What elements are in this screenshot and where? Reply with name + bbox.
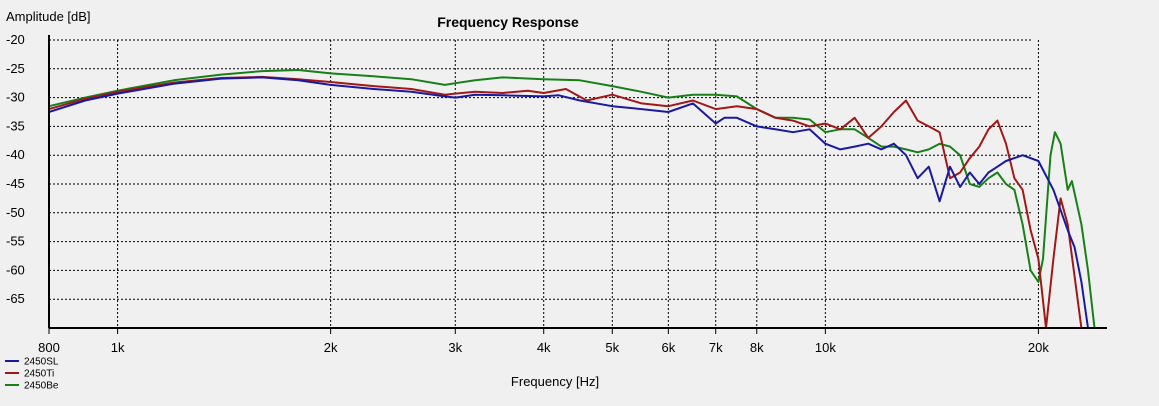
data-series	[48, 69, 1096, 329]
x-tick-label: 4k	[537, 340, 551, 355]
x-tick-label: 2k	[324, 340, 338, 355]
y-axis-label: Amplitude [dB]	[6, 9, 91, 24]
x-tick-label: 20k	[1028, 340, 1049, 355]
series-line-2450SL	[48, 76, 1089, 329]
x-tick-label: 5k	[605, 340, 619, 355]
y-tick-label: -35	[6, 118, 25, 133]
legend-label-2450Be: 2450Be	[24, 381, 59, 392]
y-tick-label: -65	[6, 291, 25, 306]
y-tick-labels: -20 -25 -30 -35 -40 -45 -50 -55 -60 -65	[6, 32, 25, 306]
y-tick-label: -25	[6, 61, 25, 76]
x-tick-label: 1k	[111, 340, 125, 355]
x-tick-labels: 800 1k 2k 3k 4k 5k 6k 7k 8k 10k 20k	[38, 340, 1049, 355]
x-tick-label: 8k	[750, 340, 764, 355]
legend-label-2450SL: 2450SL	[24, 357, 59, 368]
x-tick-label: 800	[38, 340, 60, 355]
y-tick-label: -45	[6, 176, 25, 191]
series-line-2450Be	[48, 69, 1096, 329]
legend-label-2450Ti: 2450Ti	[24, 369, 54, 380]
chart-title: Frequency Response	[437, 14, 579, 30]
x-tick-label: 6k	[661, 340, 675, 355]
y-tick-label: -20	[6, 32, 25, 47]
y-tick-label: -60	[6, 262, 25, 277]
axes	[48, 35, 1107, 334]
x-tick-label: 3k	[448, 340, 462, 355]
y-tick-label: -50	[6, 205, 25, 220]
y-tick-label: -55	[6, 234, 25, 249]
y-tick-label: -40	[6, 147, 25, 162]
x-axis-label: Frequency [Hz]	[511, 374, 599, 389]
y-tick-label: -30	[6, 90, 25, 105]
grid-lines	[49, 39, 1039, 328]
x-tick-label: 7k	[709, 340, 723, 355]
series-line-2450Ti	[48, 75, 1083, 329]
x-tick-label: 10k	[815, 340, 836, 355]
